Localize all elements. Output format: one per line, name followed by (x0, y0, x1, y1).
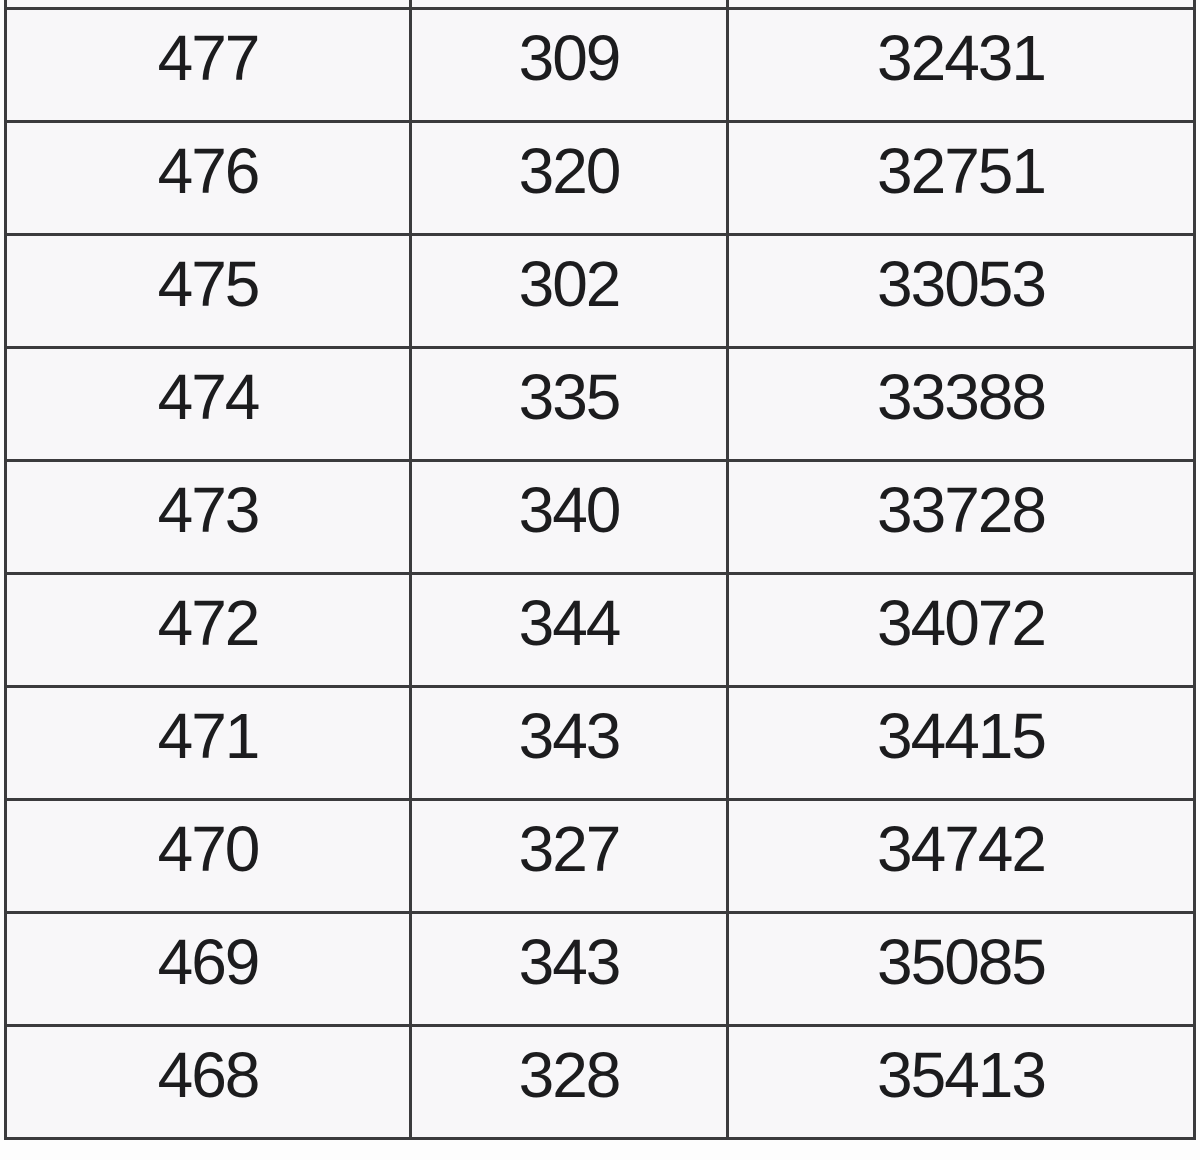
table-cell (409, 0, 729, 10)
table-cell: 327 (409, 798, 729, 914)
table-cell: 302 (409, 233, 729, 349)
table-row: 471 343 34415 (4, 685, 1196, 801)
table-cell: 343 (409, 911, 729, 1027)
table-row: 475 302 33053 (4, 233, 1196, 349)
table-cell: 309 (409, 7, 729, 123)
table-row: 469 343 35085 (4, 911, 1196, 1027)
table-cell: 343 (409, 685, 729, 801)
table-cell: 33728 (726, 459, 1196, 575)
table-cell: 34072 (726, 572, 1196, 688)
table-cell: 473 (4, 459, 412, 575)
table-cell: 33053 (726, 233, 1196, 349)
table-cell: 32431 (726, 7, 1196, 123)
table-cell: 33388 (726, 346, 1196, 462)
table-cell: 320 (409, 120, 729, 236)
table-cell: 470 (4, 798, 412, 914)
table-row: 473 340 33728 (4, 459, 1196, 575)
table-cell: 335 (409, 346, 729, 462)
data-table: 477 309 32431 476 320 32751 475 302 3305… (4, 0, 1196, 1140)
table-row: 472 344 34072 (4, 572, 1196, 688)
table-cell: 35413 (726, 1024, 1196, 1140)
table-cell: 34415 (726, 685, 1196, 801)
table-cell: 34742 (726, 798, 1196, 914)
table-cell: 340 (409, 459, 729, 575)
table-cell: 35085 (726, 911, 1196, 1027)
table-cell (4, 0, 412, 10)
table-cell: 328 (409, 1024, 729, 1140)
table-cell: 475 (4, 233, 412, 349)
table-cell: 469 (4, 911, 412, 1027)
table-cell: 32751 (726, 120, 1196, 236)
table-row: 468 328 35413 (4, 1024, 1196, 1140)
table-cell: 476 (4, 120, 412, 236)
table-cell: 472 (4, 572, 412, 688)
table-cell (726, 0, 1196, 10)
table-cell: 474 (4, 346, 412, 462)
table-row: 474 335 33388 (4, 346, 1196, 462)
table-cell: 477 (4, 7, 412, 123)
table-cell: 344 (409, 572, 729, 688)
table-row: 477 309 32431 (4, 7, 1196, 123)
table-cell: 468 (4, 1024, 412, 1140)
table-row: 476 320 32751 (4, 120, 1196, 236)
table-row-partial-top (4, 0, 1196, 10)
table-cell: 471 (4, 685, 412, 801)
table-row: 470 327 34742 (4, 798, 1196, 914)
